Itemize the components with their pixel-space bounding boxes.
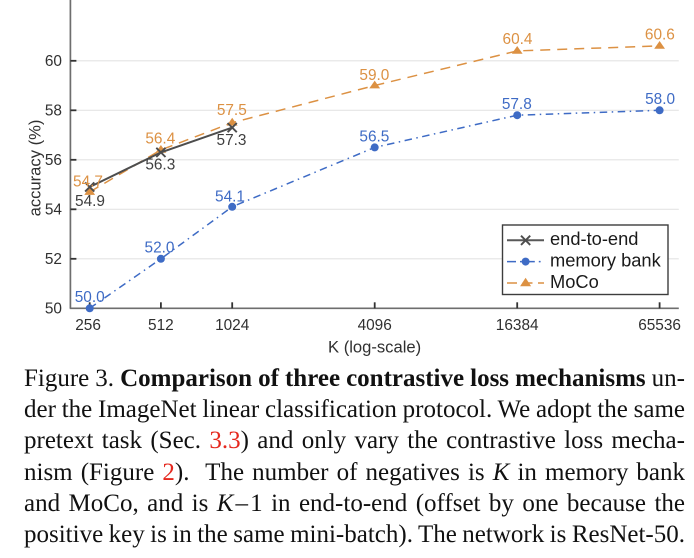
svg-text:56.4: 56.4 <box>145 130 175 147</box>
svg-text:4096: 4096 <box>358 317 392 334</box>
svg-text:65536: 65536 <box>638 317 681 334</box>
svg-text:58: 58 <box>45 103 62 120</box>
svg-text:58.0: 58.0 <box>645 91 675 108</box>
svg-text:256: 256 <box>75 317 101 334</box>
svg-text:512: 512 <box>148 317 174 334</box>
svg-text:52: 52 <box>45 251 62 268</box>
svg-text:57.3: 57.3 <box>217 132 247 149</box>
svg-text:54.1: 54.1 <box>215 188 245 205</box>
svg-text:54.7: 54.7 <box>73 173 103 190</box>
svg-text:1024: 1024 <box>215 317 250 334</box>
svg-text:60.4: 60.4 <box>503 31 533 48</box>
svg-text:57.5: 57.5 <box>217 102 247 119</box>
svg-text:54.9: 54.9 <box>75 193 105 210</box>
svg-text:56.5: 56.5 <box>359 128 389 145</box>
svg-text:60.6: 60.6 <box>645 27 675 44</box>
svg-text:16384: 16384 <box>496 317 539 334</box>
svg-text:56.3: 56.3 <box>145 157 175 174</box>
svg-text:memory bank: memory bank <box>550 250 662 271</box>
svg-text:54: 54 <box>45 202 63 219</box>
svg-text:52.0: 52.0 <box>145 239 175 256</box>
svg-text:accuracy (%): accuracy (%) <box>26 120 45 217</box>
svg-text:60: 60 <box>45 53 62 70</box>
svg-text:50: 50 <box>45 301 62 318</box>
svg-text:59.0: 59.0 <box>359 67 389 84</box>
svg-text:56: 56 <box>45 152 62 169</box>
svg-text:MoCo: MoCo <box>550 271 599 292</box>
svg-text:K (log-scale): K (log-scale) <box>328 338 421 357</box>
svg-text:end-to-end: end-to-end <box>550 228 638 249</box>
svg-text:57.8: 57.8 <box>502 96 532 113</box>
svg-text:50.0: 50.0 <box>75 289 105 306</box>
